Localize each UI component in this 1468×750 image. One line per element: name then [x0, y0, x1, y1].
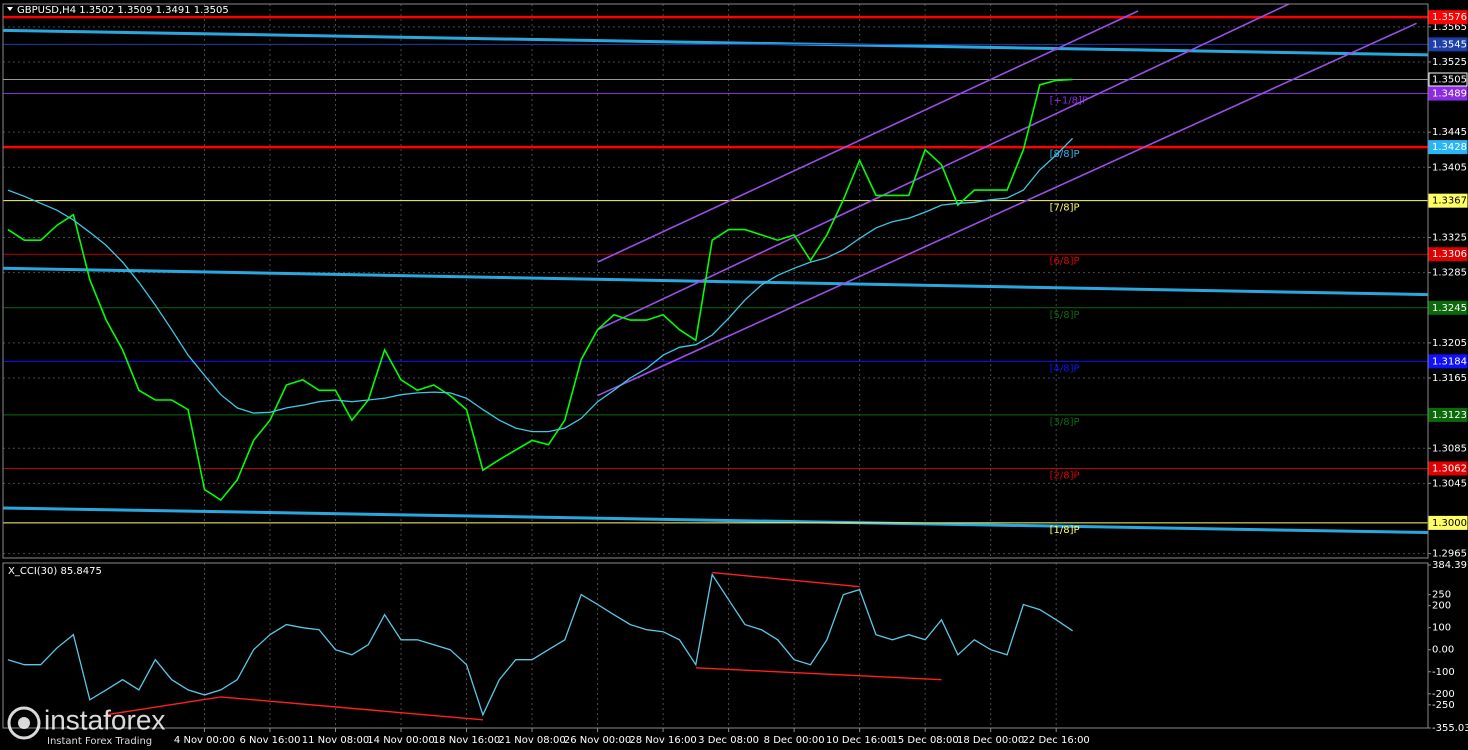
- logo-core: [18, 717, 30, 729]
- level-box: [1428, 461, 1468, 476]
- y-tick-label: 384.3971: [1432, 560, 1468, 571]
- murray-tag: [5/8]P: [1050, 310, 1080, 321]
- price-frame: [2, 3, 1429, 559]
- x-tick-label: 4 Nov 00:00: [174, 735, 235, 746]
- level-label: 1.3576: [1432, 12, 1467, 23]
- murray-tag: [3/8]P: [1050, 417, 1080, 428]
- watermark: instaforex Instant Forex Trading: [7, 704, 165, 747]
- level-box: [1428, 86, 1468, 101]
- y-tick-label: 1.3325: [1432, 233, 1467, 244]
- level-box: [1428, 247, 1468, 262]
- level-label: 1.3505: [1432, 75, 1467, 86]
- level-label: 1.3000: [1432, 518, 1467, 529]
- x-tick-label: 3 Dec 08:00: [698, 735, 759, 746]
- level-box: [1428, 193, 1468, 208]
- series-line: [7, 78, 1073, 502]
- menu-arrow: [7, 7, 13, 11]
- watermark-brand: instaforex: [44, 704, 165, 735]
- x-tick-label: 15 Dec 08:00: [892, 735, 959, 746]
- x-tick-label: 28 Nov 16:00: [629, 735, 696, 746]
- y-tick-label: 0.00: [1432, 645, 1454, 656]
- x-tick-label: 11 Nov 08:00: [302, 735, 369, 746]
- x-tick-label: 18 Dec 00:00: [957, 735, 1024, 746]
- level-box: [1428, 140, 1468, 155]
- y-tick-label: 100: [1432, 623, 1451, 634]
- y-tick-label: -200: [1432, 689, 1455, 700]
- channel-line: [597, 10, 1139, 263]
- plot-area: [+1/8]P [8/8]P [7/8]P [6/8]P [5/8]P [4/8]P [3/…: [3, 4, 1428, 555]
- level-box: [1428, 37, 1468, 52]
- level-box: [1428, 407, 1468, 422]
- level-box: [1428, 300, 1468, 315]
- series-line: [7, 137, 1074, 433]
- y-tick-label: 1.2965: [1432, 549, 1467, 560]
- divergence-line: [712, 571, 860, 588]
- x-tick-label: 14 Nov 00:00: [367, 735, 434, 746]
- level-label: 1.3245: [1432, 303, 1467, 314]
- level-label: 1.3489: [1432, 89, 1467, 100]
- murray-tag: [7/8]P: [1050, 203, 1080, 214]
- watermark-tagline: Instant Forex Trading: [47, 736, 152, 747]
- x-tick-label: 22 Dec 16:00: [1023, 735, 1090, 746]
- y-tick-label: 1.3205: [1432, 338, 1467, 349]
- trend-line: [3, 266, 1428, 297]
- x-tick-label: 21 Nov 08:00: [498, 735, 565, 746]
- divergence-line: [106, 696, 221, 716]
- level-box: [1428, 354, 1468, 369]
- murray-tag: [8/8]P: [1050, 149, 1080, 160]
- level-label: 1.3062: [1432, 463, 1467, 474]
- price-pane: [+1/8]P [8/8]P [7/8]P [6/8]P [5/8]P [4/8]P [3/…: [3, 4, 1468, 560]
- x-tick-label: 26 Nov 00:00: [564, 735, 631, 746]
- level-label: 1.3545: [1432, 39, 1467, 50]
- murray-tag: [+1/8]P: [1050, 96, 1088, 107]
- y-tick-label: 1.3445: [1432, 127, 1467, 138]
- logo-ring: [7, 706, 41, 740]
- y-tick-label: 1.3285: [1432, 268, 1467, 279]
- murray-tag: [1/8]P: [1050, 525, 1080, 536]
- divergence-line: [220, 696, 483, 721]
- level-box: [1428, 72, 1468, 87]
- level-label: 1.3123: [1432, 410, 1467, 421]
- divergence-line: [695, 667, 942, 681]
- chart-title: GBPUSD,H4 1.3502 1.3509 1.3491 1.3505: [17, 5, 229, 16]
- murray-tag: [4/8]P: [1050, 363, 1080, 374]
- murray-tag: [6/8]P: [1050, 256, 1080, 267]
- level-label: 1.3367: [1432, 196, 1467, 207]
- y-tick-label: 1.3165: [1432, 373, 1467, 384]
- murray-tag: [2/8]P: [1050, 470, 1080, 481]
- level-label: 1.3428: [1432, 142, 1467, 153]
- y-tick-label: -100: [1432, 667, 1455, 678]
- y-tick-label: 250: [1432, 590, 1451, 601]
- y-tick-label: 1.3525: [1432, 57, 1467, 68]
- y-tick-label: 1.3085: [1432, 443, 1467, 454]
- level-label: 1.3184: [1432, 356, 1467, 367]
- y-tick-label: 200: [1432, 601, 1451, 612]
- x-tick-label: 6 Nov 16:00: [239, 735, 300, 746]
- channel-line: [597, 4, 1291, 331]
- level-box: [1428, 515, 1468, 530]
- x-tick-label: 8 Dec 00:00: [764, 735, 825, 746]
- x-tick-label: 18 Nov 16:00: [433, 735, 500, 746]
- y-tick-label: 1.3405: [1432, 162, 1467, 173]
- plot-area: [7, 571, 1073, 721]
- indicator-title: X_CCI(30) 85.8475: [8, 566, 102, 577]
- series-line: [7, 572, 1073, 717]
- level-box: [1428, 10, 1468, 25]
- y-tick-label: 1.3565: [1432, 22, 1467, 33]
- trend-line: [3, 506, 1428, 535]
- channel-line: [597, 22, 1417, 397]
- level-label: 1.3306: [1432, 249, 1467, 260]
- cci-frame: [2, 562, 1429, 729]
- x-tick-label: 10 Dec 16:00: [826, 735, 893, 746]
- y-tick-label: -355.0347: [1432, 723, 1468, 734]
- y-tick-label: -250: [1432, 700, 1455, 711]
- y-tick-label: 1.3045: [1432, 478, 1467, 489]
